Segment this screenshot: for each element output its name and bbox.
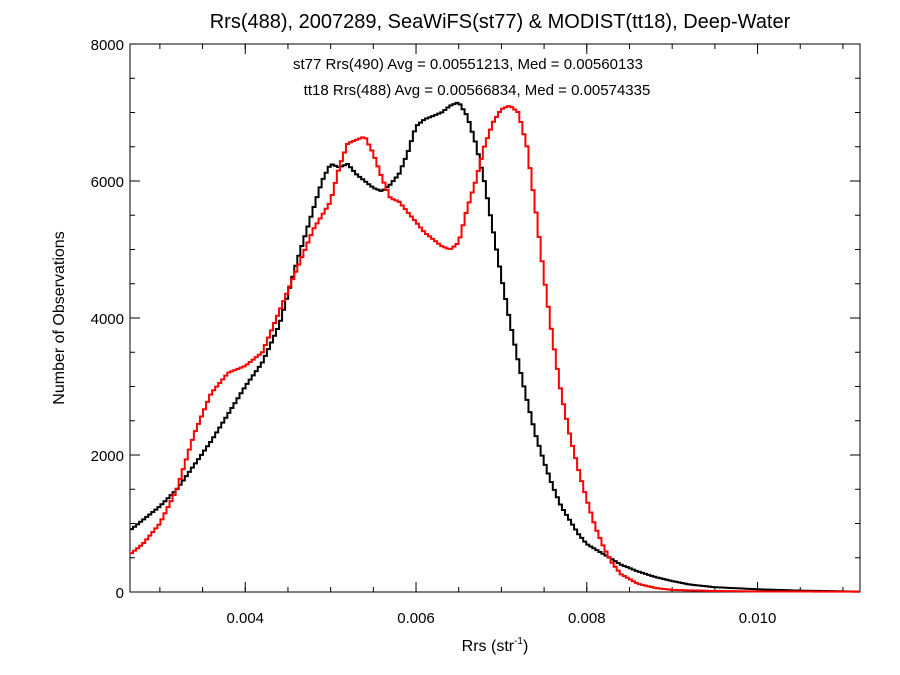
y-axis-label: Number of Observations (51, 231, 68, 404)
x-tick-label: 0.008 (568, 610, 606, 627)
x-axis-label: Rrs (str-1) (462, 636, 529, 655)
x-tick-label: 0.006 (397, 610, 435, 627)
annotation-st77: st77 Rrs(490) Avg = 0.00551213, Med = 0.… (293, 56, 643, 73)
annotation-tt18: tt18 Rrs(488) Avg = 0.00566834, Med = 0.… (304, 82, 651, 99)
x-axis-label-close: ) (523, 638, 528, 655)
axis-ticks: 0.004 0.006 0.008 0.010 0 2000 4000 6000 8000 (91, 37, 860, 627)
x-tick-label: 0.010 (739, 610, 777, 627)
series-line-st77 (130, 101, 860, 593)
series-line-tt18 (130, 105, 860, 593)
y-tick-label: 4000 (91, 311, 124, 328)
x-tick-label: 0.004 (226, 610, 264, 627)
chart-title: Rrs(488), 2007289, SeaWiFS(st77) & MODIS… (210, 11, 791, 33)
x-axis-label-main: Rrs (str (462, 638, 515, 655)
y-tick-label: 6000 (91, 174, 124, 191)
y-tick-label: 8000 (91, 37, 124, 54)
y-tick-label: 2000 (91, 448, 124, 465)
plot-frame (129, 43, 861, 593)
x-axis-label-sup: -1 (514, 636, 523, 647)
y-tick-label: 0 (116, 585, 124, 602)
series-layer (130, 101, 860, 593)
